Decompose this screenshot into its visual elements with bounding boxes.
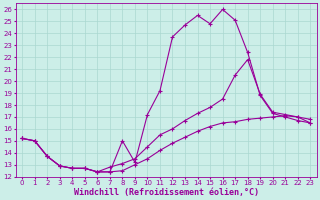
X-axis label: Windchill (Refroidissement éolien,°C): Windchill (Refroidissement éolien,°C) bbox=[74, 188, 259, 197]
